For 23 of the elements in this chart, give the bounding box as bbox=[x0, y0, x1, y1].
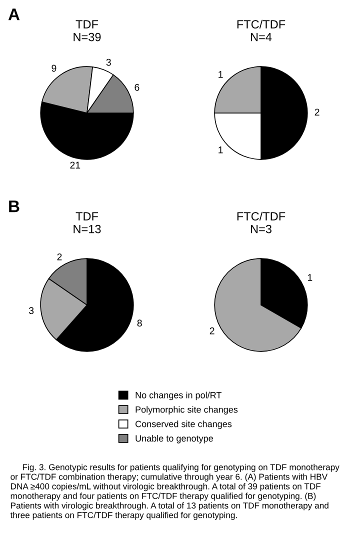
text: A bbox=[8, 8, 20, 20]
chart-title: FTC/TDF N=4 bbox=[237, 20, 286, 42]
chart-title: FTC/TDF N=3 bbox=[237, 212, 286, 234]
legend-label: Unable to genotype bbox=[136, 434, 213, 444]
legend-label: Polymorphic site changes bbox=[136, 406, 238, 415]
data-label: 8 bbox=[137, 320, 142, 327]
data-label: 6 bbox=[134, 84, 140, 91]
chart-title: TDF N=39 bbox=[74, 20, 101, 42]
data-label: 2 bbox=[314, 108, 320, 116]
caption: Fig. 3. Genotypic results for patients qualifying for genotyping on TDF monotherapy or FTC/TDF combination therapy; cumulative through year 6. (A) Patients with HBV DNA ≥400 copies/mL without virologic breakthrough. A total of 39 patients on TDF monotherapy and four patients on FTC/TDF therapy qualified for genotyping. (B) Patients with virologic breakthrough. A total of 13 patients on TDF monotherapy and three patients on FTC/TDF therapy qualified for genotyping. bbox=[10, 464, 340, 520]
text: B bbox=[9, 200, 20, 212]
data-label: 2 bbox=[210, 327, 214, 334]
data-label: 3 bbox=[28, 307, 34, 314]
legend-label: No changes in pol/RT bbox=[136, 392, 222, 400]
data-label: 21 bbox=[70, 162, 80, 168]
data-label: 1 bbox=[308, 274, 312, 281]
data-label: 1 bbox=[218, 71, 223, 78]
data-label: 2 bbox=[57, 253, 62, 260]
data-label: 1 bbox=[218, 146, 223, 154]
legend-label: Conserved site changes bbox=[136, 420, 232, 429]
data-label: 9 bbox=[52, 64, 56, 72]
chart-title: TDF N=13 bbox=[74, 212, 101, 234]
data-label: 3 bbox=[106, 58, 111, 66]
